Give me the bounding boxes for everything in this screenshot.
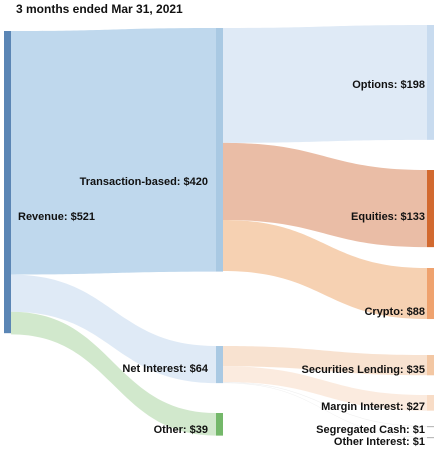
- flow-net_interest-to-segregated: [223, 381, 427, 427]
- node-bar-other: [216, 413, 223, 436]
- node-bar-margin: [427, 395, 434, 411]
- flow-revenue-to-transaction: [11, 28, 216, 275]
- flow-net_interest-to-sec_lending: [223, 346, 427, 376]
- flow-net_interest-to-margin: [223, 366, 427, 411]
- node-label-margin: Margin Interest: $27: [321, 401, 425, 413]
- node-label-options: Options: $198: [352, 79, 425, 91]
- node-label-other_interest: Other Interest: $1: [333, 436, 425, 448]
- node-bar-segregated: [427, 426, 434, 428]
- node-bar-transaction: [216, 28, 223, 272]
- flow-transaction-to-options: [223, 25, 427, 143]
- flow-transaction-to-equities: [223, 142, 427, 248]
- node-label-net_interest: Net Interest: $64: [122, 363, 208, 375]
- node-label-segregated: Segregated Cash: $1: [316, 424, 425, 436]
- flow-revenue-to-other: [11, 311, 216, 436]
- node-bar-sec_lending: [427, 355, 434, 376]
- node-label-sec_lending: Securities Lending: $35: [301, 364, 425, 376]
- node-bar-equities: [427, 170, 434, 248]
- node-bar-revenue: [4, 31, 11, 334]
- flow-transaction-to-crypto: [223, 219, 427, 320]
- flow-net_interest-to-other_interest: [223, 382, 427, 438]
- node-label-other: Other: $39: [153, 424, 208, 436]
- node-bar-options: [427, 25, 434, 140]
- flow-revenue-to-net_interest: [11, 274, 216, 384]
- node-bar-crypto: [427, 268, 434, 320]
- node-label-revenue: Revenue: $521: [18, 211, 96, 223]
- node-bar-other_interest: [427, 437, 434, 439]
- node-label-equities: Equities: $133: [351, 211, 425, 223]
- node-label-crypto: Crypto: $88: [364, 306, 425, 318]
- node-bar-net_interest: [216, 346, 223, 384]
- node-label-transaction: Transaction-based: $420: [79, 176, 208, 188]
- chart-title: 3 months ended Mar 31, 2021: [16, 2, 183, 16]
